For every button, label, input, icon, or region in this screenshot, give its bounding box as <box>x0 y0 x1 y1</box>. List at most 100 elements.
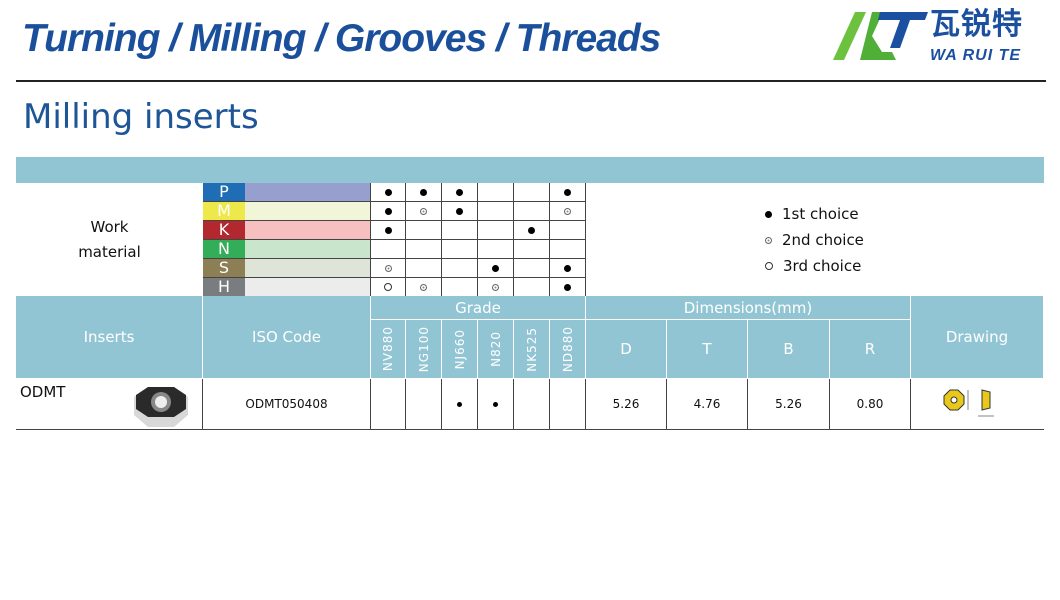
header-dim-D: D <box>586 320 667 379</box>
matrix-cell <box>371 183 406 202</box>
matrix-cell <box>550 221 586 240</box>
drawing-cell <box>911 379 1044 430</box>
matrix-cell <box>406 221 442 240</box>
matrix-cell <box>550 202 586 221</box>
material-letter-N: N <box>203 240 245 259</box>
header-iso-code: ISO Code <box>203 296 371 379</box>
first-choice-icon <box>384 188 392 196</box>
first-choice-icon <box>493 401 498 407</box>
second-choice-icon <box>420 283 427 291</box>
header-divider <box>16 80 1046 82</box>
first-choice-icon <box>492 264 499 272</box>
matrix-cell <box>550 278 586 297</box>
grade-cell <box>514 379 550 430</box>
brand-logo: 瓦锐特 WA RUI TE <box>830 8 1045 68</box>
matrix-cell <box>371 202 406 221</box>
work-material-label-line1: Work <box>90 218 129 236</box>
insert-drawing-icon <box>938 382 1018 426</box>
material-letter-H: H <box>203 278 245 297</box>
grade-cell <box>442 379 478 430</box>
material-color-bar <box>245 240 371 259</box>
legend-label: 3rd choice <box>783 257 862 275</box>
legend-item: 2nd choice <box>765 230 864 250</box>
second-choice-icon <box>420 207 427 215</box>
matrix-cell <box>442 278 478 297</box>
header-drawing: Drawing <box>911 296 1044 379</box>
logo-chinese: 瓦锐特 <box>930 7 1023 42</box>
first-choice-icon <box>456 188 463 196</box>
dimension-value: 0.80 <box>856 397 884 411</box>
matrix-cell <box>478 259 514 278</box>
matrix-cell <box>550 240 586 259</box>
first-choice-icon <box>457 401 462 407</box>
header-grade-N820: N820 <box>478 320 514 379</box>
matrix-cell <box>442 183 478 202</box>
grade-label: ND880 <box>560 325 575 373</box>
matrix-cell <box>442 202 478 221</box>
header-grade-NV880: NV880 <box>371 320 406 379</box>
matrix-cell <box>406 240 442 259</box>
page-header-title: Turning / Milling / Grooves / Threads <box>22 17 661 60</box>
grade-cell <box>550 379 586 430</box>
third-choice-icon <box>765 262 773 270</box>
header-grade-NK525: NK525 <box>514 320 550 379</box>
matrix-cell <box>478 278 514 297</box>
first-choice-icon <box>420 188 427 196</box>
legend-label: 2nd choice <box>782 231 864 249</box>
table-top-bar <box>16 157 1044 183</box>
grade-cell <box>406 379 442 430</box>
logo-latin: WA RUI TE <box>930 47 1022 64</box>
matrix-cell <box>406 183 442 202</box>
dimension-cell: 4.76 <box>667 379 748 430</box>
material-letter-P: P <box>203 183 245 202</box>
material-letter-M: M <box>203 202 245 221</box>
header-dim-R: R <box>830 320 911 379</box>
matrix-cell <box>442 240 478 259</box>
dimension-cell: 5.26 <box>586 379 667 430</box>
dimension-value: 4.76 <box>693 397 721 411</box>
work-material-label-line2: material <box>78 243 141 261</box>
grade-label: NV880 <box>381 326 395 372</box>
material-color-bar <box>245 221 371 240</box>
dimension-value: 5.26 <box>612 397 640 411</box>
header-dimensions: Dimensions(mm) <box>586 296 911 320</box>
grade-cell <box>478 379 514 430</box>
work-material-label: Work material <box>16 215 203 265</box>
matrix-cell <box>371 240 406 259</box>
insert-name: ODMT <box>20 383 66 401</box>
iso-code-cell: ODMT050408 <box>203 379 371 430</box>
matrix-cell <box>514 240 550 259</box>
material-color-bar <box>245 278 371 297</box>
section-title: Milling inserts <box>23 97 259 137</box>
matrix-cell <box>478 240 514 259</box>
matrix-cell <box>371 278 406 297</box>
first-choice-icon <box>384 207 392 215</box>
first-choice-icon <box>765 210 772 218</box>
header-grade-ND880: ND880 <box>550 320 586 379</box>
grade-cell <box>371 379 406 430</box>
material-color-bar <box>245 183 371 202</box>
matrix-cell <box>406 278 442 297</box>
logo-mark-icon <box>833 12 928 60</box>
iso-code: ODMT050408 <box>245 397 328 411</box>
first-choice-icon <box>456 207 463 215</box>
dimension-cell: 5.26 <box>748 379 830 430</box>
third-choice-icon <box>384 283 392 291</box>
insert-image <box>128 385 194 433</box>
first-choice-icon <box>528 226 535 234</box>
matrix-cell <box>442 259 478 278</box>
matrix-cell <box>550 259 586 278</box>
matrix-cell <box>478 221 514 240</box>
legend-item: 3rd choice <box>765 256 861 276</box>
material-color-bar <box>245 202 371 221</box>
legend-item: 1st choice <box>765 204 859 224</box>
insert-cell: ODMT <box>16 379 203 430</box>
matrix-cell <box>514 221 550 240</box>
matrix-cell <box>371 221 406 240</box>
header-grade-NG100: NG100 <box>406 320 442 379</box>
matrix-cell <box>371 259 406 278</box>
header-grade-NJ660: NJ660 <box>442 320 478 379</box>
matrix-cell <box>514 183 550 202</box>
grade-label: NG100 <box>416 325 431 373</box>
matrix-cell <box>442 221 478 240</box>
